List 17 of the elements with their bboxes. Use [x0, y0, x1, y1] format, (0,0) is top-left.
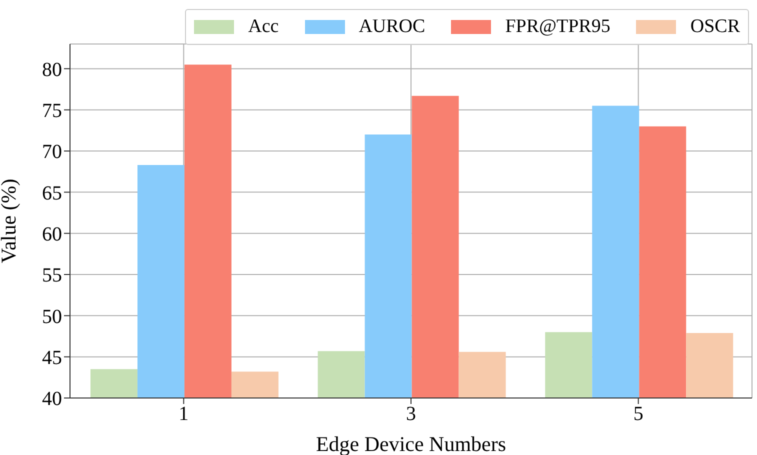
legend-label: OSCR — [689, 16, 740, 38]
y-axis-title: Value (%) — [0, 178, 20, 264]
legend-label: AUROC — [358, 16, 426, 38]
x-tick-label: 3 — [406, 403, 416, 426]
legend-label: Acc — [247, 16, 279, 38]
y-tick-label: 50 — [42, 306, 62, 328]
x-tick-label: 5 — [633, 403, 644, 426]
y-tick-label: 55 — [42, 264, 62, 287]
x-tick-label: 1 — [178, 403, 189, 426]
y-tick-label: 80 — [42, 58, 62, 81]
y-tick-label: 70 — [42, 141, 62, 164]
y-tick-label: 60 — [42, 223, 62, 246]
y-tick-label: 75 — [42, 100, 62, 122]
legend-label: FPR@TPR95 — [504, 16, 610, 38]
y-tick-label: 40 — [42, 388, 62, 410]
y-tick-label: 65 — [42, 182, 62, 204]
y-tick-label: 45 — [42, 346, 62, 369]
